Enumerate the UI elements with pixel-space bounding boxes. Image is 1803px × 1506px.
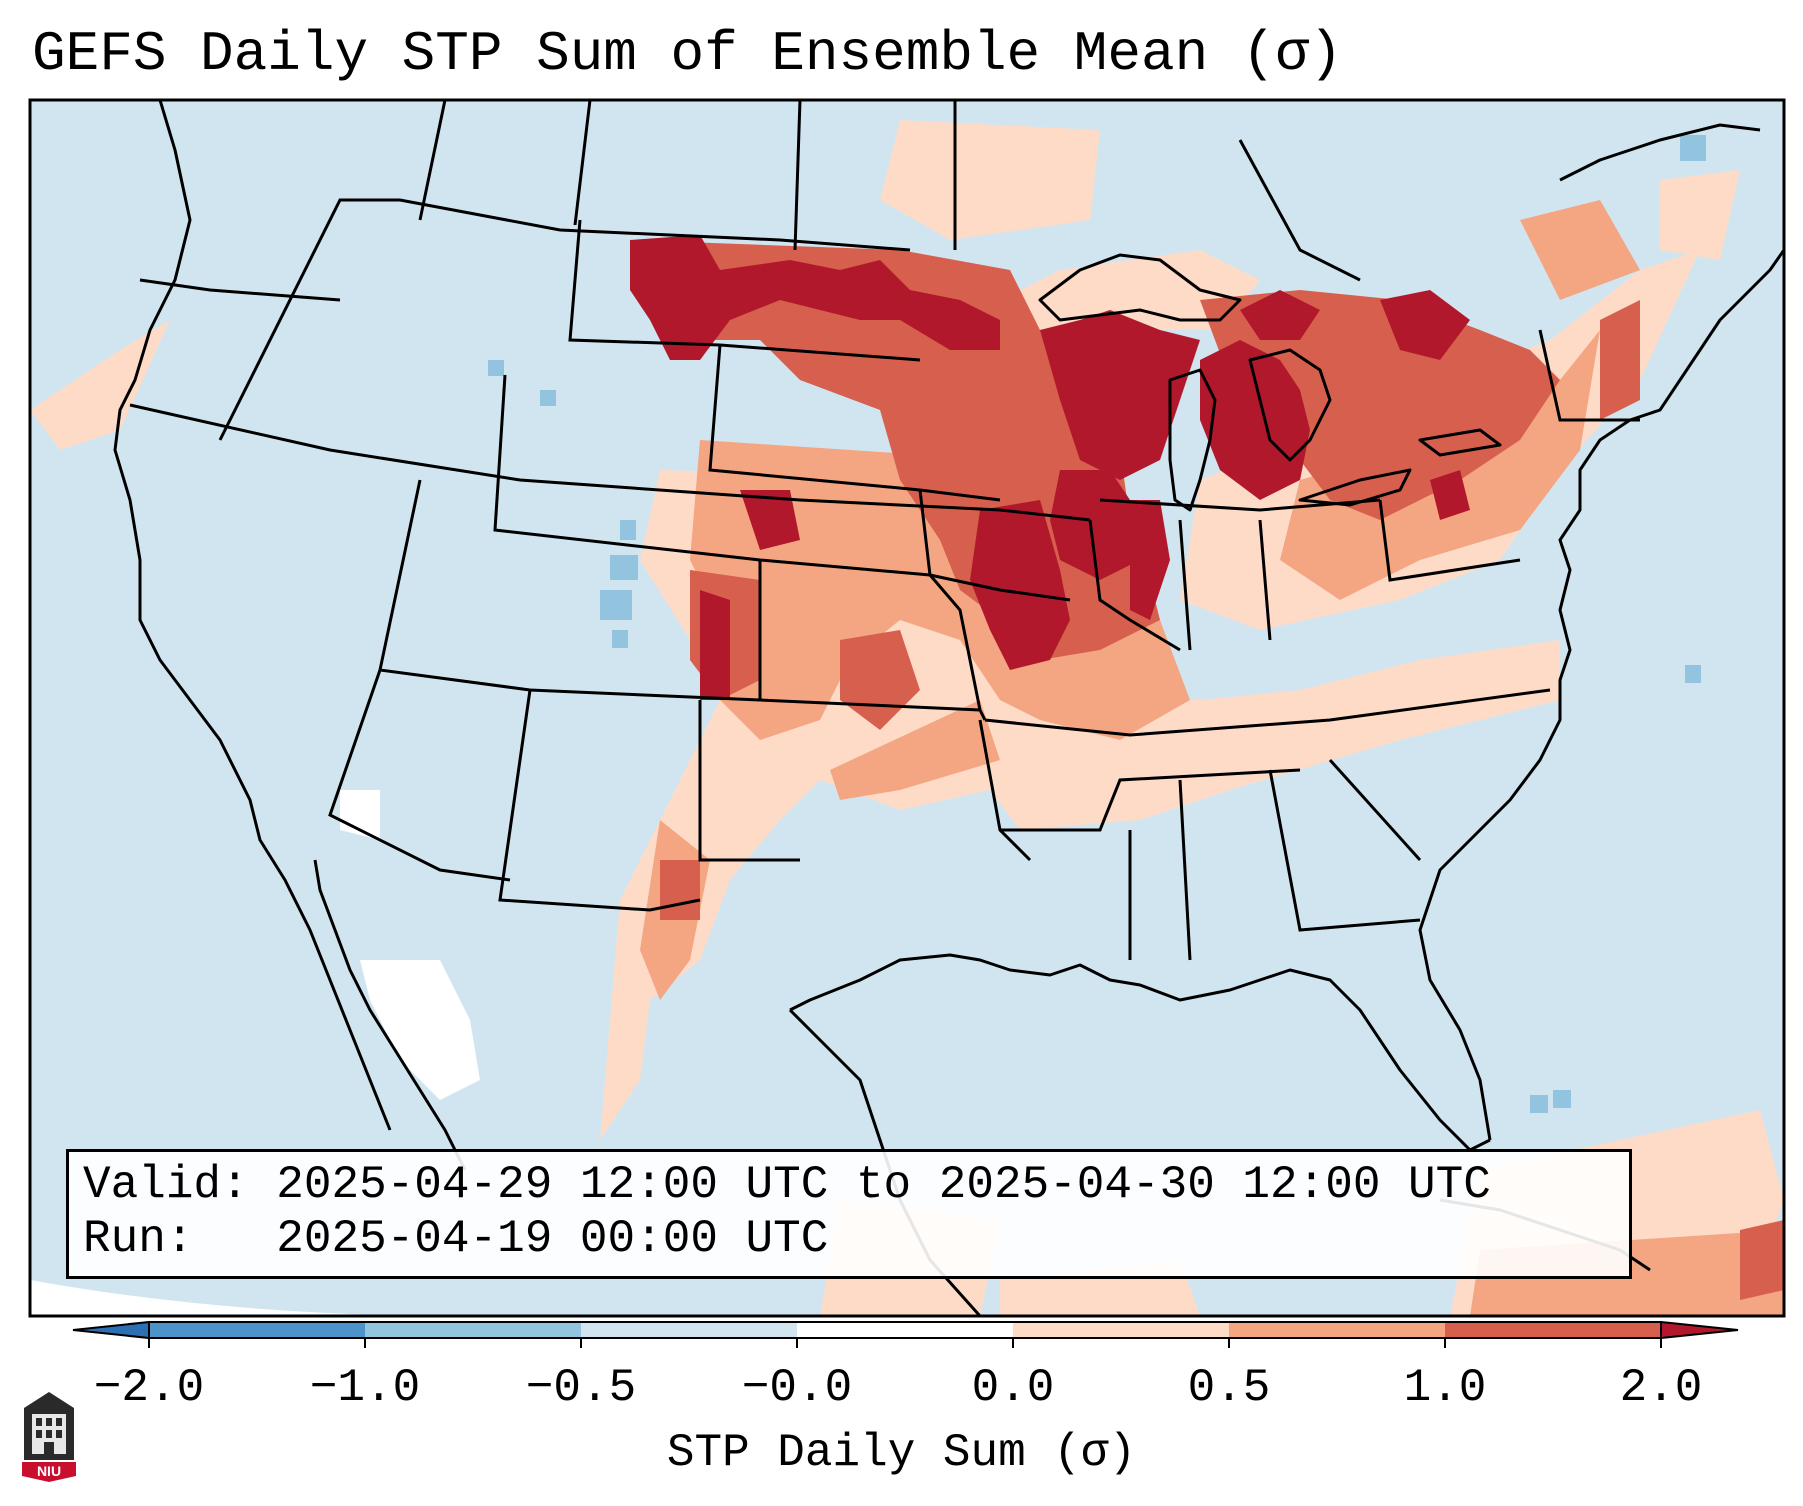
valid-value: 2025-04-29 12:00 UTC to 2025-04-30 12:00…: [276, 1159, 1491, 1211]
chart-title: GEFS Daily STP Sum of Ensemble Mean (σ): [32, 22, 1343, 86]
lake-huron: [1248, 348, 1332, 462]
colorbar-label: STP Daily Sum (σ): [666, 1427, 1137, 1479]
colorbar-under: [72, 1320, 150, 1340]
colorbar-bin-1: [149, 1322, 365, 1338]
field-neg: [488, 135, 1706, 1113]
colorbar-tick-label: 2.0: [1619, 1362, 1703, 1414]
run-value: 2025-04-19 00:00 UTC: [276, 1213, 829, 1265]
lake-ontario: [1418, 428, 1502, 457]
valid-run-info-box: Valid: 2025-04-29 12:00 UTC to 2025-04-3…: [66, 1149, 1632, 1279]
colorbar-bin-6: [1229, 1322, 1445, 1338]
colorbar-bin-3: [581, 1322, 797, 1338]
valid-label: Valid:: [83, 1159, 249, 1211]
colorbar-tick-label: −1.0: [309, 1362, 421, 1414]
colorbar-tick-label: −0.5: [525, 1362, 637, 1414]
colorbar-tick-label: 0.5: [1187, 1362, 1271, 1414]
map-frame: [28, 98, 1786, 1318]
lake-michigan: [1168, 368, 1217, 512]
colorbar: [72, 1320, 1739, 1348]
colorbar-tick-label: −0.0: [741, 1362, 853, 1414]
colorbar-bin-5: [1013, 1322, 1229, 1338]
colorbar-bin-4: [797, 1322, 1013, 1338]
field-over-2: [630, 235, 1470, 700]
field-white: [340, 790, 480, 1100]
colorbar-bin-7: [1445, 1322, 1661, 1338]
run-label: Run:: [83, 1213, 194, 1265]
logo-text: NIU: [37, 1463, 61, 1479]
lake-superior: [1038, 253, 1242, 322]
niu-logo-icon: NIU: [22, 1392, 76, 1482]
colorbar-tick-label: −2.0: [93, 1362, 205, 1414]
colorbar-tick-label: 0.0: [971, 1362, 1055, 1414]
colorbar-bin-2: [365, 1322, 581, 1338]
colorbar-tick-label: 1.0: [1403, 1362, 1487, 1414]
state-borders: [129, 100, 1640, 961]
colorbar-over: [1660, 1320, 1739, 1340]
projection-corner: [30, 1280, 520, 1316]
coastlines: [113, 100, 1784, 1316]
